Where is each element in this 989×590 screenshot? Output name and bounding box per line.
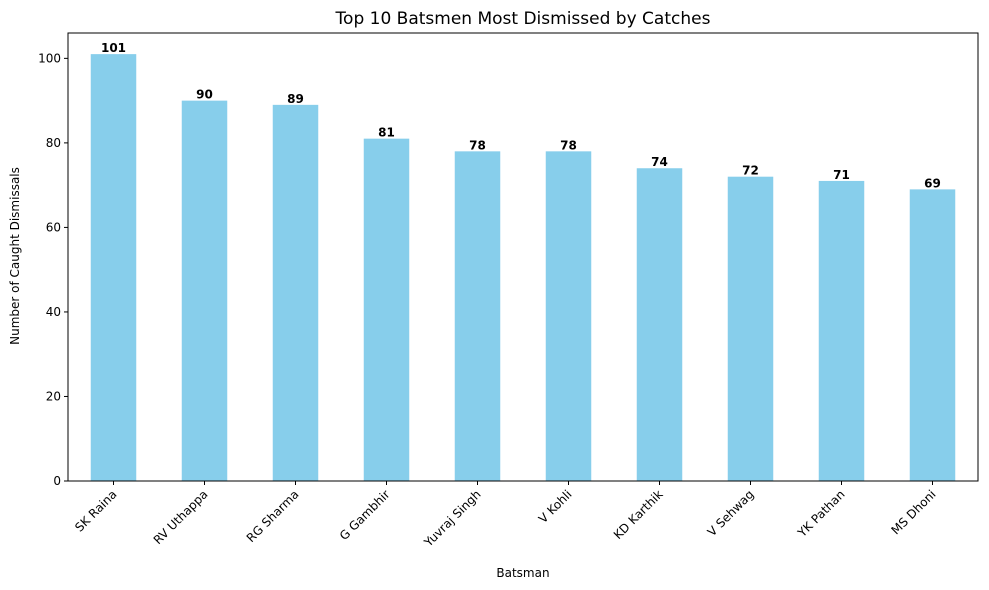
- data-label: 101: [101, 41, 126, 55]
- y-tick-label: 60: [46, 220, 61, 234]
- x-tick-label: G Gambhir: [337, 487, 393, 543]
- x-tick-label: MS Dhoni: [888, 487, 938, 537]
- bar: [636, 168, 683, 481]
- data-label: 69: [924, 176, 941, 190]
- data-label: 81: [378, 126, 395, 140]
- data-label: 90: [196, 88, 213, 102]
- y-axis-label: Number of Caught Dismissals: [8, 167, 22, 345]
- axes-frame: [67, 32, 979, 482]
- chart-title: Top 10 Batsmen Most Dismissed by Catches: [335, 9, 711, 29]
- data-label: 74: [651, 155, 668, 169]
- y-tick-label: 0: [53, 474, 61, 488]
- x-tick-label: KD Karthik: [611, 487, 666, 542]
- x-tick-label: V Sehwag: [705, 487, 757, 539]
- bar: [818, 180, 865, 481]
- bar: [454, 151, 501, 481]
- bar: [90, 54, 137, 481]
- x-tick-label: YK Pathan: [794, 487, 847, 540]
- x-tick-label: RV Uthappa: [151, 487, 211, 547]
- data-label: 72: [742, 164, 759, 178]
- bar: [363, 138, 410, 481]
- x-tick-label: RG Sharma: [244, 487, 302, 545]
- data-label: 78: [560, 138, 577, 152]
- y-tick-label: 80: [46, 136, 61, 150]
- x-tick-label: Yuvraj Singh: [421, 487, 484, 550]
- y-tick-label: 20: [46, 389, 61, 403]
- data-label: 89: [287, 92, 304, 106]
- plot-area: 101 90 89 81 78 78 74 72 71 69 0 20 40 60 80 100 SK Rain…: [38, 32, 979, 550]
- data-label: 78: [469, 138, 486, 152]
- data-label: 71: [833, 168, 850, 182]
- bar: [272, 104, 319, 481]
- y-tick-label: 40: [46, 305, 61, 319]
- x-tick-label: SK Raina: [72, 487, 119, 534]
- bar: [181, 100, 228, 481]
- x-axis-label: Batsman: [496, 566, 549, 580]
- y-tick-label: 100: [38, 51, 61, 65]
- bar: [727, 176, 774, 481]
- bar: [545, 151, 592, 481]
- bar: [909, 189, 956, 481]
- x-tick-label: V Kohli: [536, 487, 575, 526]
